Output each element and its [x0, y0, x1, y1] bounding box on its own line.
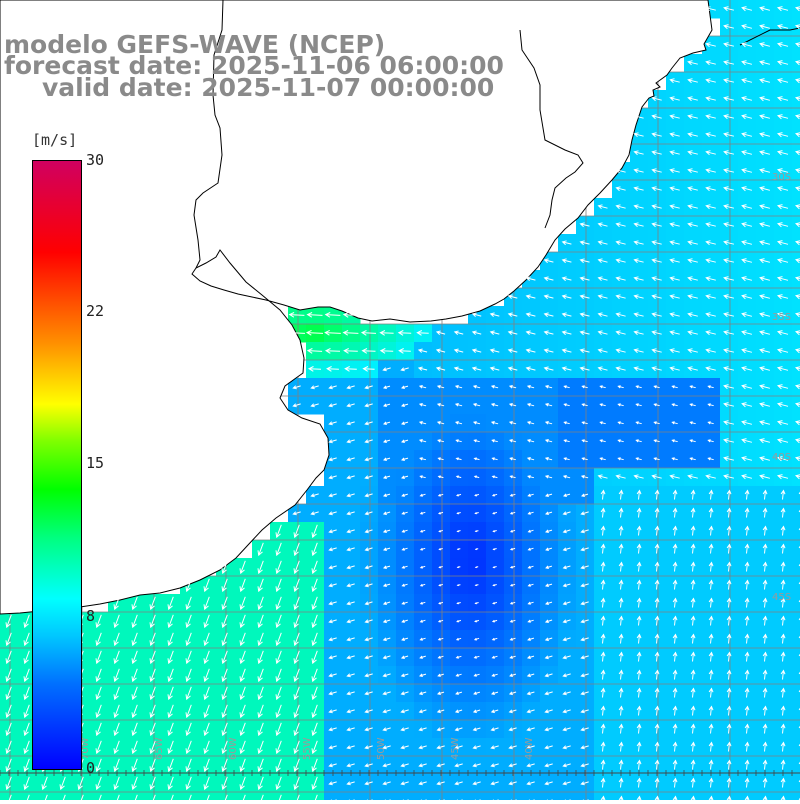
field-cell	[792, 756, 800, 775]
field-cell	[792, 558, 800, 577]
field-cell	[792, 18, 800, 37]
field-cell	[270, 792, 289, 800]
colorbar-unit-label: [m/s]	[32, 131, 77, 149]
field-cell	[522, 792, 541, 800]
field-cell	[792, 90, 800, 109]
field-cell	[234, 792, 253, 800]
field-cell	[198, 792, 217, 800]
field-cell	[792, 360, 800, 379]
field-cell	[162, 792, 181, 800]
field-cell	[792, 342, 800, 361]
field-cell	[792, 450, 800, 469]
field-cell	[792, 702, 800, 721]
field-cell	[792, 630, 800, 649]
field-cell	[450, 792, 469, 800]
field-cell	[792, 648, 800, 667]
field-cell	[378, 792, 397, 800]
longitude-label: 65W	[154, 737, 165, 760]
field-cell	[792, 378, 800, 397]
field-cell	[144, 792, 163, 800]
field-cell	[486, 792, 505, 800]
field-cell	[792, 432, 800, 451]
field-cell	[126, 792, 145, 800]
field-cell	[792, 774, 800, 793]
field-cell	[360, 792, 379, 800]
field-cell	[468, 792, 487, 800]
colorbar-tick-0: 0	[86, 759, 95, 777]
field-cell	[792, 504, 800, 523]
field-cell	[792, 792, 800, 800]
longitude-label: 45W	[450, 737, 461, 760]
field-cell	[108, 792, 127, 800]
field-cell	[792, 144, 800, 163]
field-cell	[792, 396, 800, 415]
field-cell	[792, 684, 800, 703]
colorbar-tick-8: 8	[86, 607, 95, 625]
field-cell	[792, 198, 800, 217]
field-cell	[558, 792, 577, 800]
field-cell	[792, 414, 800, 433]
field-cell	[792, 522, 800, 541]
field-cell	[792, 738, 800, 757]
colorbar-tick-22: 22	[86, 302, 104, 320]
field-cell	[792, 324, 800, 343]
field-cell	[576, 792, 595, 800]
field-cell	[396, 792, 415, 800]
longitude-label: 40W	[524, 737, 535, 760]
field-cell	[72, 792, 91, 800]
colorbar	[32, 160, 82, 770]
field-cell	[54, 792, 73, 800]
field-cell	[792, 180, 800, 199]
field-cell	[324, 792, 343, 800]
field-cell	[252, 792, 271, 800]
field-cell	[342, 792, 361, 800]
field-cell	[792, 162, 800, 181]
field-cell	[792, 306, 800, 325]
field-cell	[792, 576, 800, 595]
field-cell	[792, 270, 800, 289]
field-cell	[792, 0, 800, 19]
field-cell	[792, 288, 800, 307]
colorbar-tick-15: 15	[86, 454, 104, 472]
field-cell	[540, 792, 559, 800]
field-cell	[792, 252, 800, 271]
field-cell	[432, 792, 451, 800]
field-cell	[792, 108, 800, 127]
longitude-label: 55W	[302, 737, 313, 760]
field-cell	[792, 594, 800, 613]
field-cell	[792, 468, 800, 487]
field-cell	[288, 792, 307, 800]
field-cell	[792, 720, 800, 739]
colorbar-tick-30: 30	[86, 151, 104, 169]
field-cell	[792, 216, 800, 235]
latitude-label: 35S	[772, 312, 791, 323]
field-cell	[792, 126, 800, 145]
field-cell	[792, 54, 800, 73]
field-cell	[792, 486, 800, 505]
field-cell	[792, 612, 800, 631]
longitude-label: 50W	[376, 737, 387, 760]
field-cell	[306, 792, 325, 800]
latitude-label: 45S	[772, 592, 791, 603]
field-cell	[504, 792, 523, 800]
field-cell	[180, 792, 199, 800]
field-cell	[90, 792, 109, 800]
field-cell	[18, 792, 37, 800]
field-cell	[792, 72, 800, 91]
field-cell	[36, 792, 55, 800]
field-cell	[0, 792, 19, 800]
field-cell	[216, 792, 235, 800]
latitude-label: 40S	[772, 452, 791, 463]
field-cell	[792, 234, 800, 253]
field-cell	[414, 792, 433, 800]
latitude-label: 30S	[772, 172, 791, 183]
longitude-label: 60W	[228, 737, 239, 760]
field-cell	[792, 36, 800, 55]
field-cell	[792, 666, 800, 685]
title-line-valid-date: valid date: 2025-11-07 00:00:00	[42, 75, 494, 100]
field-cell	[792, 540, 800, 559]
